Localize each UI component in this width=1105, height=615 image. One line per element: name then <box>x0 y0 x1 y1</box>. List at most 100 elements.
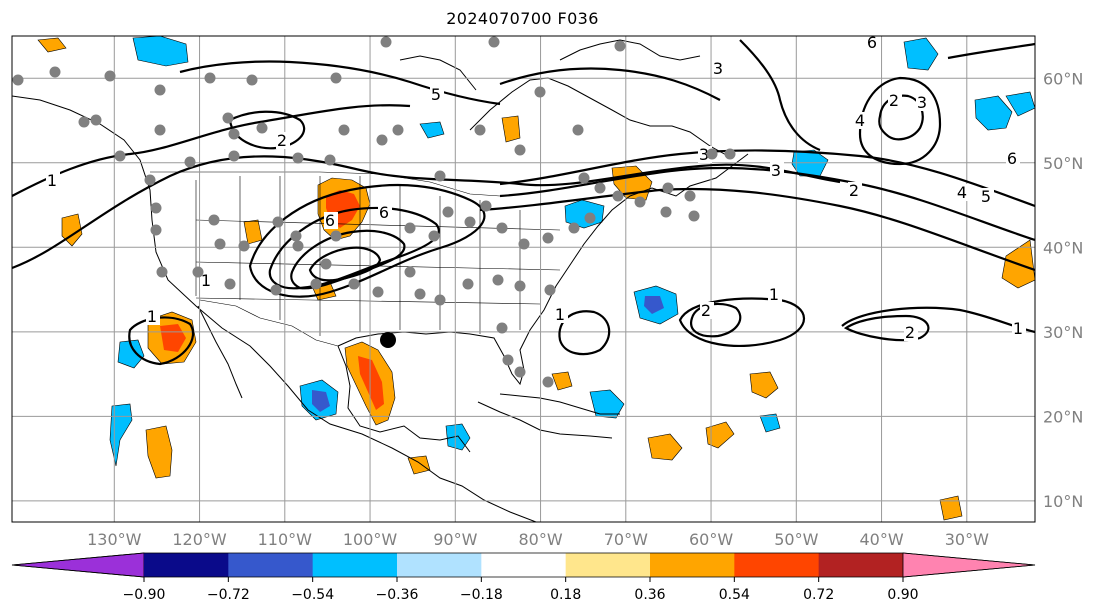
contour-label: 5 <box>981 187 991 206</box>
station-marker <box>184 156 196 168</box>
longitude-ticks: 130°W 120°W 110°W 100°W 90°W 80°W 70°W 60°W 50°W… <box>87 530 989 549</box>
station-marker <box>49 66 61 78</box>
lon-tick-label: 40°W <box>859 530 903 549</box>
lon-tick-label: 110°W <box>258 530 313 549</box>
station-marker <box>542 376 554 388</box>
station-marker <box>514 366 526 378</box>
station-marker <box>442 206 454 218</box>
contour-label-bg <box>378 204 392 221</box>
station-marker <box>660 206 672 218</box>
contour-label-bg <box>1006 150 1020 167</box>
station-marker <box>584 212 596 224</box>
station-marker <box>338 124 350 136</box>
lon-tick-label: 30°W <box>945 530 989 549</box>
contour-label-bg <box>430 86 444 103</box>
contour-label: 3 <box>713 59 723 78</box>
station-marker <box>614 40 626 52</box>
station-marker <box>534 86 546 98</box>
contour-label: 6 <box>867 33 877 52</box>
contour-label-bg <box>700 302 714 319</box>
station-marker <box>310 278 322 290</box>
map-frame <box>11 35 1036 523</box>
station-marker <box>414 288 426 300</box>
lon-tick-label: 50°W <box>774 530 818 549</box>
contour-label: 2 <box>849 181 859 200</box>
contour-label: 2 <box>701 301 711 320</box>
colorbar-label: 0.54 <box>719 587 750 603</box>
station-marker <box>154 124 166 136</box>
station-marker <box>320 258 332 270</box>
contour-label-bg <box>1012 320 1026 337</box>
station-marker <box>578 172 590 184</box>
colorbar-label: 0.72 <box>803 587 834 603</box>
contour-label-bg <box>904 324 918 341</box>
latitude-ticks: 10°N 20°N 30°N 40°N 50°N 60°N <box>1043 69 1083 511</box>
contour-label-bg <box>854 112 868 129</box>
contour-label: 3 <box>917 93 927 112</box>
contour-label: 6 <box>325 211 335 230</box>
contour-label: 1 <box>1013 319 1023 338</box>
colorbar-segment <box>312 553 398 577</box>
station-marker <box>290 230 302 242</box>
station-marker <box>514 144 526 156</box>
colorbar-segment <box>228 553 314 577</box>
station-marker <box>156 266 168 278</box>
station-marker <box>228 128 240 140</box>
station-marker <box>376 134 388 146</box>
contour-label-bg <box>956 184 970 201</box>
station-marker <box>150 224 162 236</box>
station-marker <box>204 72 216 84</box>
contour-label: 1 <box>769 285 779 304</box>
station-marker <box>330 230 342 242</box>
station-marker <box>90 114 102 126</box>
highlight-point[interactable] <box>380 332 396 348</box>
colorbar: −0.90 −0.72 −0.54 −0.36 −0.18 0.18 0.36 0.54 0.7… <box>11 552 1036 603</box>
contour-label: 1 <box>201 271 211 290</box>
station-marker <box>380 36 392 48</box>
station-marker <box>474 124 486 136</box>
colorbar-label: −0.36 <box>376 587 419 603</box>
contour-label: 6 <box>379 203 389 222</box>
lat-tick-label: 20°N <box>1043 407 1083 426</box>
station-marker <box>434 170 446 182</box>
station-marker <box>372 286 384 298</box>
station-marker <box>144 174 156 186</box>
contour-label: 3 <box>699 145 709 164</box>
lat-tick-label: 30°N <box>1043 323 1083 342</box>
station-marker <box>214 238 226 250</box>
colorbar-segment <box>397 553 482 577</box>
station-marker <box>78 116 90 128</box>
station-marker <box>404 222 416 234</box>
contour-label: 6 <box>1007 149 1017 168</box>
station-marker <box>502 354 514 366</box>
station-marker <box>224 278 236 290</box>
station-marker <box>572 124 584 136</box>
station-marker <box>684 190 696 202</box>
colorbar-label: 0.18 <box>550 587 581 603</box>
contour-label: 2 <box>905 323 915 342</box>
station-marker <box>292 240 304 252</box>
station-marker <box>208 214 220 226</box>
station-marker <box>238 240 250 252</box>
colorbar-label: −0.72 <box>207 587 250 603</box>
lat-tick-label: 10°N <box>1043 492 1083 511</box>
colorbar-extend-high <box>902 552 1036 578</box>
contour-label: 4 <box>957 183 967 202</box>
colorbar-segment <box>481 553 567 577</box>
contour-label: 2 <box>889 91 899 110</box>
station-marker <box>246 74 258 86</box>
station-marker <box>496 322 508 334</box>
station-marker <box>330 72 342 84</box>
station-marker <box>568 222 580 234</box>
lon-tick-label: 90°W <box>433 530 477 549</box>
station-marker <box>222 112 234 124</box>
station-marker <box>292 152 304 164</box>
station-marker <box>724 148 736 160</box>
station-marker <box>688 210 700 222</box>
contour-label-bg <box>980 188 994 205</box>
colorbar-segment <box>818 553 904 577</box>
station-marker <box>462 278 474 290</box>
station-marker <box>594 182 606 194</box>
station-marker <box>434 294 446 306</box>
